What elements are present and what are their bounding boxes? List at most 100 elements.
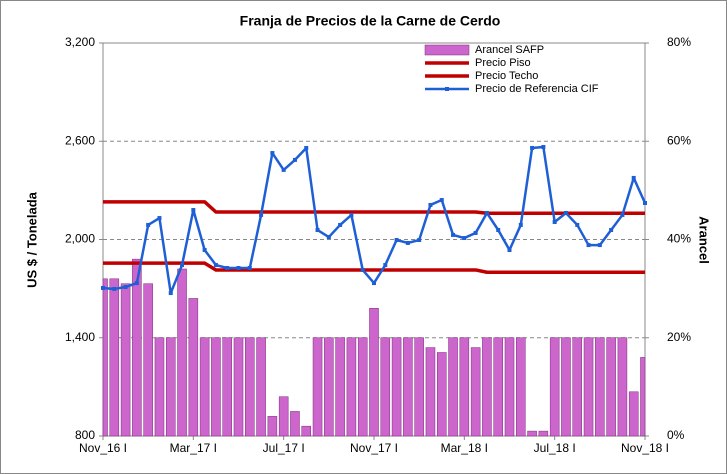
marker — [428, 202, 433, 207]
bar — [617, 337, 628, 437]
marker — [338, 222, 343, 227]
bar — [595, 337, 605, 437]
marker — [315, 228, 320, 233]
marker — [168, 291, 173, 296]
bar — [493, 337, 503, 437]
x-tick-label: Nov_18 I — [621, 441, 669, 455]
line — [103, 261, 645, 274]
marker — [292, 157, 297, 162]
bar — [245, 337, 255, 437]
marker — [417, 237, 422, 242]
marker — [112, 286, 117, 291]
marker — [563, 210, 568, 215]
marker — [360, 267, 365, 272]
bar — [312, 337, 323, 437]
y-tick-label: 1,400 — [65, 330, 95, 344]
x-tick-label: Jul_18 I — [534, 441, 576, 455]
marker — [134, 281, 139, 286]
y2-tick-label: 60% — [667, 133, 691, 147]
marker — [304, 145, 309, 150]
bar — [335, 337, 345, 437]
marker — [462, 236, 467, 241]
marker — [146, 222, 151, 227]
marker — [326, 235, 331, 240]
marker — [620, 212, 625, 217]
bar — [470, 347, 481, 437]
x-tick-label: Mar_18 I — [441, 441, 488, 455]
marker — [281, 167, 286, 172]
y2-tick-label: 20% — [667, 330, 691, 344]
bar — [357, 337, 368, 437]
marker — [507, 247, 512, 252]
legend-swatch — [424, 44, 470, 56]
bar — [346, 337, 357, 437]
bar — [403, 337, 413, 437]
bar — [628, 391, 639, 437]
marker — [530, 145, 535, 150]
y-tick-label: 3,200 — [65, 35, 95, 49]
legend-label: Arancel SAFP — [475, 44, 544, 56]
bar — [380, 337, 391, 437]
marker — [586, 243, 591, 248]
bar — [199, 337, 210, 437]
bar — [290, 411, 300, 437]
y2-axis-title: Arancel — [697, 216, 712, 264]
bar — [459, 337, 470, 437]
bar — [504, 337, 515, 437]
chart-title: Franja de Precios de la Carne de Cerdo — [240, 13, 501, 29]
bar — [143, 283, 153, 437]
y-tick-label: 800 — [75, 428, 95, 442]
bar — [527, 430, 537, 437]
marker — [157, 216, 162, 221]
marker — [270, 151, 275, 156]
bar — [414, 337, 424, 437]
marker — [394, 237, 399, 242]
legend-label: Precio Piso — [475, 57, 531, 69]
marker — [541, 144, 546, 149]
marker — [202, 247, 207, 252]
marker — [236, 265, 241, 270]
marker — [575, 222, 580, 227]
marker — [643, 200, 647, 205]
marker — [247, 265, 252, 270]
x-tick-label: Mar_17 I — [170, 441, 217, 455]
bar — [154, 337, 165, 437]
y-tick-label: 2,600 — [65, 133, 95, 147]
x-tick-label: Jul_17 I — [263, 441, 305, 455]
marker — [552, 219, 557, 224]
marker — [123, 284, 128, 289]
bar — [606, 337, 616, 437]
bar — [267, 416, 278, 437]
marker — [213, 263, 218, 268]
legend-label: Precio de Referencia CIF — [475, 83, 599, 95]
bar — [549, 337, 560, 437]
bar — [165, 337, 176, 437]
bar — [233, 337, 244, 437]
bar — [561, 337, 571, 437]
marker — [496, 228, 501, 233]
marker — [180, 263, 185, 268]
bar — [120, 283, 131, 437]
marker — [473, 230, 478, 235]
bar — [448, 337, 458, 437]
y2-tick-label: 80% — [667, 35, 691, 49]
bar — [188, 298, 199, 437]
marker — [372, 281, 376, 286]
legend-marker — [445, 87, 449, 91]
marker — [484, 210, 489, 215]
bar — [102, 278, 108, 437]
bar — [222, 337, 232, 437]
marker — [609, 228, 614, 233]
bar — [301, 425, 312, 437]
bar — [538, 430, 549, 437]
line — [103, 200, 645, 216]
marker — [439, 198, 444, 203]
bar — [516, 337, 526, 437]
bar — [211, 337, 221, 437]
marker — [191, 208, 196, 213]
y2-tick-label: 0% — [667, 428, 685, 442]
marker — [597, 243, 602, 248]
marker — [383, 263, 388, 268]
marker — [349, 212, 354, 217]
